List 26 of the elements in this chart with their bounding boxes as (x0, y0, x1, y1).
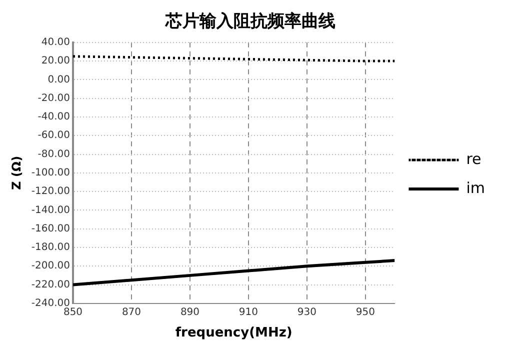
x-tick-label: 950 (356, 306, 376, 318)
x-tick-label: 850 (63, 306, 83, 318)
y-axis-title: Z (Ω) (9, 156, 24, 190)
y-tick-label: -20.00 (38, 92, 70, 104)
y-tick-label: 20.00 (41, 56, 70, 67)
y-tick-label: -220.00 (31, 279, 70, 290)
y-tick-label: 40.00 (41, 36, 70, 48)
y-tick-label: -140.00 (31, 204, 70, 216)
legend-label: im (466, 178, 485, 197)
legend-label: re (466, 150, 482, 168)
y-tick-label: -180.00 (31, 242, 70, 254)
y-tick-label: -200.00 (31, 260, 70, 272)
x-tick-label: 910 (238, 306, 258, 318)
y-tick-label: -80.00 (38, 148, 70, 160)
y-tick-label: -40.00 (38, 112, 70, 123)
y-tick-label: -60.00 (38, 130, 70, 142)
chart-title: 芯片输入阻抗频率曲线 (164, 12, 336, 32)
x-tick-label: 930 (297, 306, 317, 318)
x-tick-label: 890 (180, 306, 200, 318)
y-tick-label: -160.00 (31, 223, 70, 234)
y-tick-label: -100.00 (31, 167, 70, 178)
x-axis-title: frequency(MHz) (175, 326, 292, 341)
y-tick-label: 0.00 (48, 74, 70, 86)
x-tick-label: 870 (122, 306, 142, 318)
y-tick-label: -120.00 (31, 186, 70, 198)
y-tick-label: -240.00 (31, 298, 70, 309)
